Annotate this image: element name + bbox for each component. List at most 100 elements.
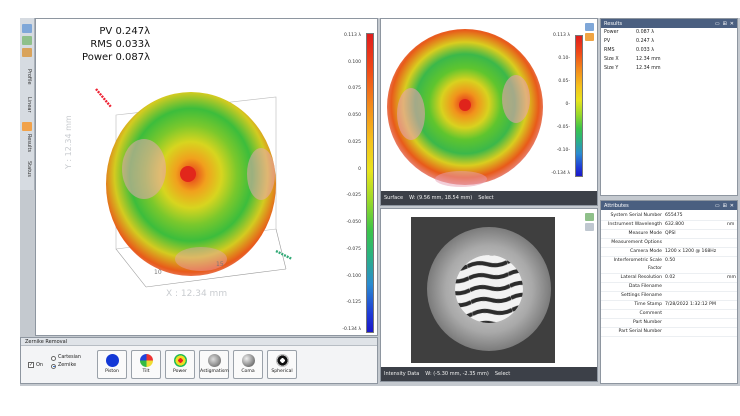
colorbar-3d-tick: 0.025 [348, 139, 361, 145]
edge-highlight-bottom [175, 247, 227, 271]
checkbox-icon[interactable]: ✓ [28, 362, 34, 368]
surface-3d-plot[interactable] [36, 19, 379, 337]
attribute-row: Part Serial Number [601, 328, 737, 337]
colorbar-2d-tick: 0.113 λ [553, 33, 570, 38]
attributes-title-bar: Attributes ▭ ⊞ ✕ [601, 201, 737, 210]
results-key: Size X [604, 57, 619, 62]
results-icon[interactable] [22, 122, 32, 131]
attributes-list: System Serial Number 655475 Instrument Wav… [601, 210, 737, 337]
palette-icon[interactable] [585, 33, 594, 41]
radio-cartesian-label: Cartesian [58, 355, 81, 360]
tilt-button[interactable]: Tilt [131, 350, 161, 379]
surface-3d-panel[interactable]: PV 0.247λ RMS 0.033λ Power 0.087λ [35, 18, 378, 336]
attribute-row: Measurement Options [601, 239, 737, 248]
center-peak-2d [459, 99, 471, 111]
edge-highlight-left [122, 139, 166, 199]
colorbar-3d-tick: -0.025 [346, 193, 361, 199]
intensity-statusbar: Intensity Data W: (-5.30 mm, -2.35 mm) S… [381, 367, 597, 381]
zernike-button-label: Coma [241, 369, 255, 374]
power-icon [173, 354, 187, 367]
attribute-row: System Serial Number 655475 [601, 212, 737, 221]
results-title: Results [604, 20, 623, 27]
orientation-marker-bottom [275, 249, 293, 261]
attribute-unit [727, 283, 737, 291]
attribute-unit: mm [727, 275, 736, 280]
power-button[interactable]: Power [165, 350, 195, 379]
layout-icon[interactable] [22, 36, 32, 45]
intensity-status-select[interactable]: Select [494, 371, 511, 377]
results-panel: Results ▭ ⊞ ✕ Power 0.087 λ PV 0.247 λ RMS 0.… [600, 18, 738, 196]
colorbar-3d-tick: 0.075 [348, 86, 361, 92]
center-peak [180, 166, 196, 182]
tab-profile[interactable]: Profile [26, 69, 32, 85]
attribute-value [665, 292, 727, 300]
view-icon[interactable] [22, 24, 32, 33]
surface-2d-panel[interactable]: 0.113 λ 0.10- 0.05- 0- -0.05- -0.10- -0.134 λ … [380, 18, 598, 206]
colorbar-3d-tick: 0.100 [348, 59, 361, 65]
surface-2d-plot[interactable] [381, 19, 599, 193]
colorbar-2d-tick: -0.05- [556, 125, 570, 130]
zernike-on-toggle[interactable]: ✓ On [28, 362, 43, 368]
colorbar-3d-tick: -0.050 [346, 220, 361, 226]
tab-status[interactable]: Status [26, 161, 32, 177]
intensity-image[interactable] [381, 209, 599, 369]
tab-results[interactable]: Results [26, 133, 32, 153]
piston-button[interactable]: Piston [97, 350, 127, 379]
tab-linear[interactable]: Linear [26, 97, 32, 113]
attribute-value: 632.800 [665, 222, 684, 227]
attribute-row: Measure Mode QPSI [601, 230, 737, 239]
intensity-panel[interactable]: Intensity Data W: (-5.30 mm, -2.35 mm) S… [380, 208, 598, 382]
attribute-value [665, 239, 727, 247]
attributes-title: Attributes [604, 202, 629, 209]
check-icon[interactable] [585, 213, 594, 221]
pin-icon[interactable]: ⊞ [722, 202, 727, 209]
zernike-title: Zernike Removal [21, 338, 377, 346]
intensity-status-coords: W: (-5.30 mm, -2.35 mm) [425, 371, 489, 377]
settings-icon[interactable] [22, 48, 32, 57]
results-title-bar: Results ▭ ⊞ ✕ [601, 19, 737, 28]
attribute-key: Time Stamp [634, 302, 662, 307]
left-toolbar: Profile Linear Results Status [20, 18, 35, 190]
attribute-value [665, 319, 727, 327]
attribute-unit [727, 328, 737, 336]
attribute-row: Lateral Resolution 0.02 mm [601, 274, 737, 283]
close-icon[interactable]: ✕ [729, 20, 734, 27]
attribute-unit [727, 239, 737, 247]
radio-icon [51, 355, 56, 361]
close-icon[interactable]: ✕ [729, 202, 734, 209]
minimize-icon[interactable]: ▭ [714, 202, 720, 209]
attribute-unit [727, 212, 737, 220]
results-row: Size Y 12.34 mm [601, 64, 737, 73]
pin-icon[interactable]: ⊞ [722, 20, 727, 27]
x-axis-label: X : 12.34 mm [166, 289, 228, 299]
attribute-key: Data Filename [628, 284, 662, 289]
surface-mini-toolbar [585, 23, 595, 53]
radio-cartesian[interactable]: Cartesian [51, 354, 81, 362]
tilt-icon [139, 354, 153, 367]
astigmatism-button[interactable]: Astigmatism [199, 350, 229, 379]
results-list: Power 0.087 λ PV 0.247 λ RMS 0.033 λ Size X 12.… [601, 28, 737, 73]
minimize-icon[interactable]: ▭ [714, 20, 720, 27]
results-key: Power [604, 30, 619, 35]
attribute-row: Instrument Wavelength 632.800 nm [601, 221, 737, 230]
attribute-row: Time Stamp 7/28/2022 1:32:12 PM [601, 301, 737, 310]
options-icon[interactable] [585, 223, 594, 231]
axis-x-front [145, 268, 287, 288]
attribute-unit [727, 310, 737, 318]
colorbar-3d-tick: 0.050 [348, 113, 361, 119]
zernike-panel: Zernike Removal ✓ On Cartesian Zernike P… [20, 337, 378, 384]
colorbar-3d-tick: 0.113 λ [344, 33, 361, 38]
zoom-icon[interactable] [585, 23, 594, 31]
results-key: RMS [604, 48, 615, 53]
intensity-mini-toolbar [585, 213, 595, 243]
coma-icon [241, 354, 255, 367]
fringe-pattern [455, 255, 523, 323]
spherical-button[interactable]: Spherical [267, 350, 297, 379]
colorbar-3d-tick: -0.100 [346, 273, 361, 279]
radio-zernike[interactable]: Zernike [51, 362, 81, 370]
coma-button[interactable]: Coma [233, 350, 263, 379]
surface-status-select[interactable]: Select [478, 195, 494, 201]
results-value: 0.033 λ [636, 48, 655, 53]
surface-disk [106, 92, 276, 276]
attribute-value: 0.02 [665, 275, 676, 280]
